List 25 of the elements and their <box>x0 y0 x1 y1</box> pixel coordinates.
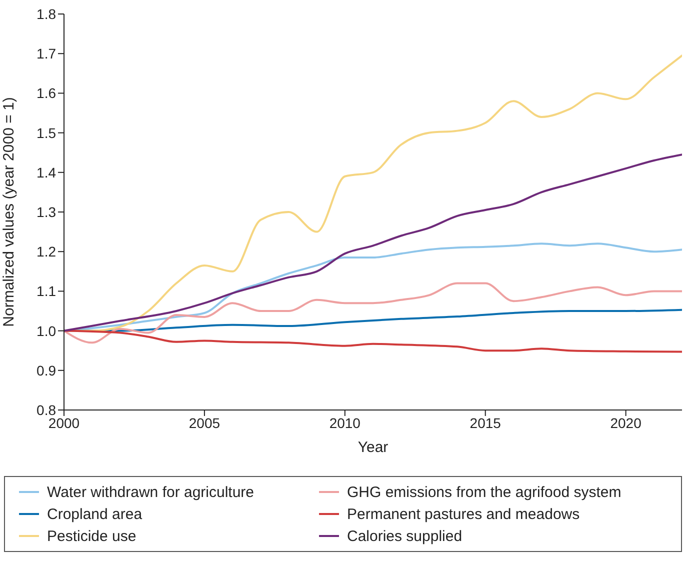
legend-label: Water withdrawn for agriculture <box>47 484 254 500</box>
x-tick-label: 2010 <box>329 414 361 431</box>
x-tick-label: 2015 <box>470 414 502 431</box>
legend-label: GHG emissions from the agrifood system <box>347 484 622 500</box>
line-series <box>64 154 682 332</box>
legend-label: Pesticide use <box>47 528 136 544</box>
y-tick-label: 1.6 <box>36 85 56 102</box>
y-tick-label: 1.8 <box>36 6 56 22</box>
y-tick-label: 1.0 <box>36 322 56 339</box>
y-tick-label: 1.3 <box>36 204 56 220</box>
x-tick-label: 2005 <box>188 414 220 431</box>
line-series <box>64 330 682 353</box>
y-axis-title: Normalized values (year 2000 = 1) <box>0 97 18 327</box>
y-tick-label: 0.9 <box>36 362 56 378</box>
y-tick-label: 1.1 <box>36 283 56 300</box>
y-tick-label: 1.7 <box>36 46 56 62</box>
y-tick-label: 1.4 <box>36 164 56 180</box>
line-series <box>64 282 682 344</box>
x-axis-title: Year <box>358 439 388 456</box>
x-tick-label: 2020 <box>610 414 642 431</box>
y-tick-label: 1.5 <box>36 124 56 141</box>
legend-label: Cropland area <box>47 506 142 522</box>
y-tick-label: 1.2 <box>36 244 56 260</box>
legend-label: Calories supplied <box>347 528 462 544</box>
legend-label: Permanent pastures and meadows <box>347 506 580 522</box>
